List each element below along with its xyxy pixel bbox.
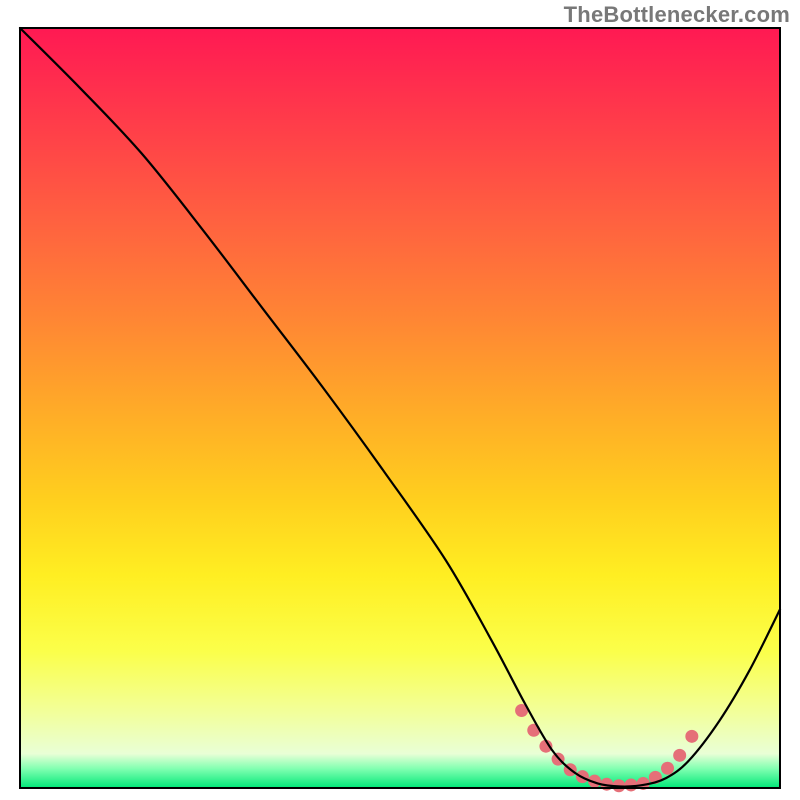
bottom-marker bbox=[685, 730, 698, 743]
bottleneck-chart bbox=[0, 0, 800, 800]
bottom-marker bbox=[661, 762, 674, 775]
watermark-text: TheBottlenecker.com bbox=[564, 2, 790, 28]
chart-stage: TheBottlenecker.com bbox=[0, 0, 800, 800]
bottom-marker bbox=[673, 749, 686, 762]
chart-background bbox=[20, 28, 780, 788]
